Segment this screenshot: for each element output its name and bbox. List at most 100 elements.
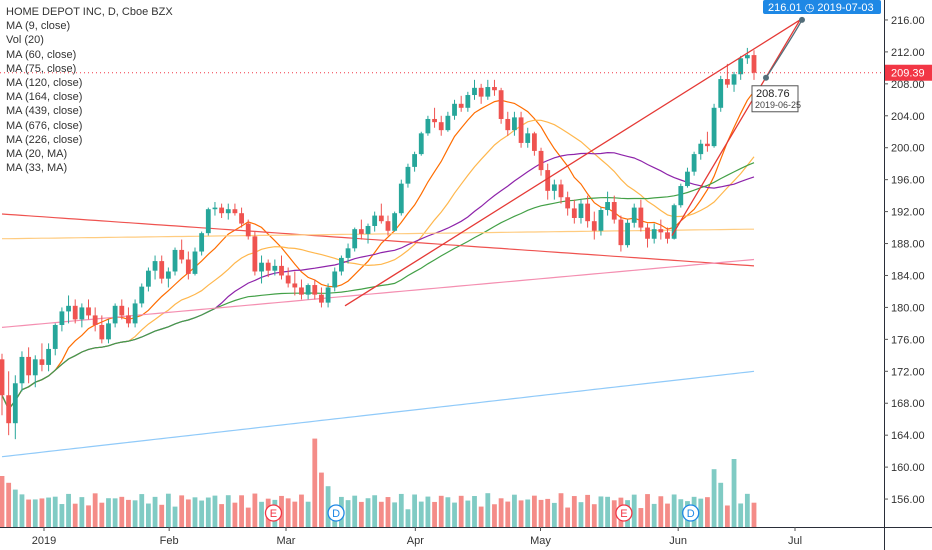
candle-body [239,213,244,224]
candle-body [358,229,364,234]
volume-bar [72,503,78,527]
candle-body [724,79,730,85]
indicator-6[interactable]: MA (439, close) [6,105,83,118]
volume-bar [26,499,32,527]
candle-body [225,209,231,214]
volume-bar [225,495,231,527]
volume-bar [438,495,444,527]
candle-body [598,210,604,231]
price-tick-label: 212.00 [891,47,925,59]
candle-body [551,184,557,191]
candle-body [691,154,697,172]
volume-bar [232,502,238,527]
price-tick-label: 196.00 [891,175,925,187]
candle-body [272,265,278,271]
volume-bar [119,496,125,527]
price-tick-label: 176.00 [891,334,925,346]
volume-bar [245,507,251,527]
volume-bar [46,497,51,527]
volume-bar [705,497,710,527]
volume-bar [678,499,684,527]
last-price-tag [885,64,932,81]
candle-body [558,184,564,198]
candle-body [345,248,351,258]
indicator-4[interactable]: MA (120, close) [6,76,83,89]
indicator-9[interactable]: MA (20, MA) [6,147,68,160]
symbol-title: HOME DEPOT INC, D, Cboe BZX [6,6,173,18]
candle-body [538,150,544,171]
event-marker-e [615,504,633,522]
candle-body [711,107,717,147]
candle-body [205,209,211,234]
time-tick-label: 2019 [32,535,56,547]
candle-body [738,58,744,75]
candle-body [591,221,597,231]
volume-bar [252,493,258,527]
indicator-1[interactable]: Vol (20) [6,34,44,47]
price-tick-label: 204.00 [891,111,925,123]
candle-body [658,229,664,233]
candle-body [325,287,331,303]
candle-body [505,118,511,131]
candle-body [744,55,750,59]
price-tick-label: 192.00 [891,207,925,219]
volume-bar [52,496,58,527]
event-marker-d [682,504,700,522]
projection-start-dot [763,74,769,81]
candle-body [19,356,25,384]
indicator-5[interactable]: MA (164, close) [6,91,83,104]
candle-body [531,133,537,151]
price-tick-label: 188.00 [891,239,925,251]
indicator-2[interactable]: MA (60, close) [6,48,77,61]
candle-body [618,219,624,246]
candle-body [59,311,65,325]
volume-bar [605,496,610,527]
candle-body [678,186,684,206]
candle-body [146,270,151,287]
volume-bar [378,501,384,527]
volume-bar [671,494,677,527]
candle-body [665,232,670,239]
candle-body [398,183,404,214]
candle-body [425,118,431,134]
volume-bar [112,498,118,527]
candle-body [512,117,517,131]
indicator-3[interactable]: MA (75, close) [6,62,77,75]
candle-body [185,259,191,274]
volume-bar [86,505,91,527]
volume-bar [485,493,491,527]
indicator-7[interactable]: MA (676, close) [6,119,83,132]
volume-bar [724,505,730,527]
candle-body [192,251,198,274]
candle-body [92,315,98,325]
volume-bar [472,496,477,527]
indicator-10[interactable]: MA (33, MA) [6,162,68,175]
time-tick-label: Jul [788,535,802,547]
price-tick-label: 216.00 [891,15,925,27]
candle-body [545,170,551,191]
ma-60-line [1,162,755,411]
volume-bar [172,506,178,527]
volume-bar [744,493,750,527]
indicator-8[interactable]: MA (226, close) [6,133,83,146]
volume-bar [611,500,617,527]
candle-body [478,87,484,97]
candle-body [498,90,504,119]
volume-bar [132,500,138,527]
volume-bar [545,498,551,527]
volume-bar [585,494,591,527]
candle-body [212,207,218,210]
candle-body [571,208,577,218]
indicator-0[interactable]: MA (9, close) [6,20,71,33]
volume-bar [305,501,311,527]
candle-body [26,356,32,376]
volume-bar [452,502,457,527]
candle-body [39,359,45,365]
candle-body [352,229,358,249]
candle-body [518,117,524,143]
volume-bar [432,501,437,527]
candle-body [172,249,178,272]
volume-bar [398,493,404,527]
candle-body [12,383,18,424]
